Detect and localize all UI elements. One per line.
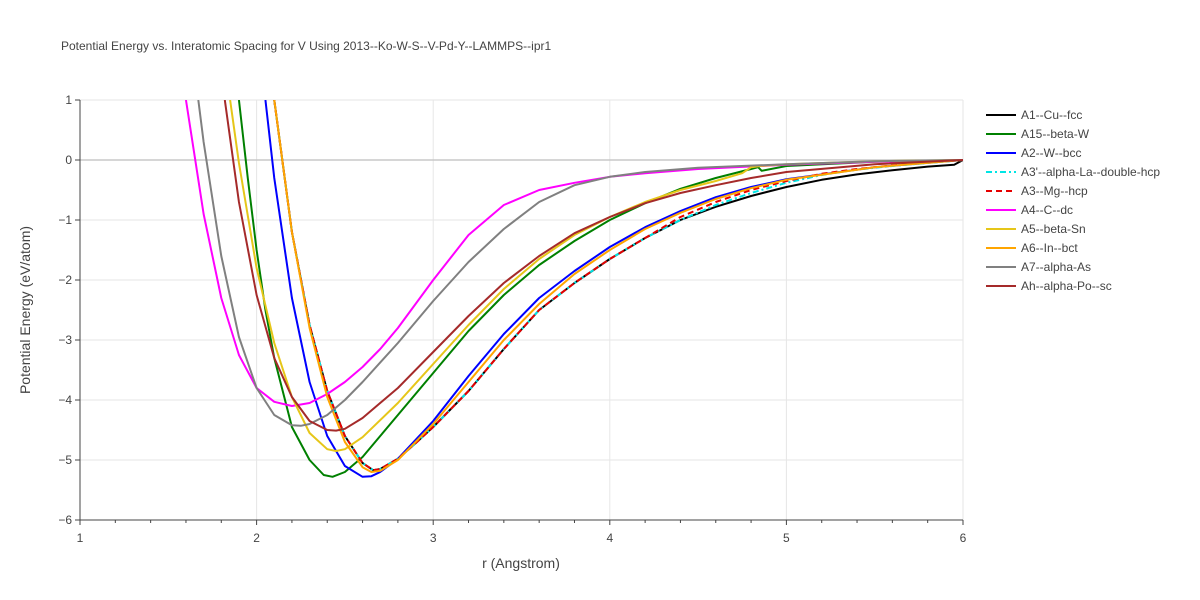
legend-label: A3--Mg--hcp [1021,184,1088,198]
series-line-a6-in-bct [273,100,963,473]
series-line-ah-alpha-po-sc [223,100,963,432]
legend-item[interactable]: A15--beta-W [986,127,1090,141]
series-line-a3-alpha-la-double-hcp [273,100,963,472]
axes: 1 2 3 4 5 6 1 0 −1 −2 −3 −4 −5 −6 [58,93,966,545]
y-tick-label: −6 [58,513,72,527]
legend-label: Ah--alpha-Po--sc [1021,279,1112,293]
series-line-a2-w-bcc [264,100,963,478]
x-tick-label: 6 [960,531,967,545]
legend-label: A2--W--bcc [1021,146,1081,160]
legend-item[interactable]: A6--In--bct [986,241,1078,255]
legend-label: A15--beta-W [1021,127,1090,141]
y-tick-label: 1 [65,93,72,107]
y-tick-label: −3 [58,333,72,347]
legend-label: A7--alpha-As [1021,260,1091,274]
series-lines [184,100,963,478]
series-line-a15-beta-w [237,100,963,478]
x-tick-label: 2 [253,531,260,545]
x-tick-label: 1 [77,531,84,545]
series-line-a1-cu-fcc [273,100,963,472]
legend-item[interactable]: A5--beta-Sn [986,222,1086,236]
x-tick-label: 3 [430,531,437,545]
legend-item[interactable]: A4--C--dc [986,203,1073,217]
y-tick-label: −4 [58,393,72,407]
legend-label: A3'--alpha-La--double-hcp [1021,165,1160,179]
y-tick-label: −5 [58,453,72,467]
series-line-a7-alpha-as [197,100,963,427]
legend-label: A6--In--bct [1021,241,1078,255]
legend-item[interactable]: A3--Mg--hcp [986,184,1088,198]
legend-item[interactable]: A1--Cu--fcc [986,108,1082,122]
legend-label: A5--beta-Sn [1021,222,1086,236]
y-tick-label: 0 [65,153,72,167]
legend[interactable]: A1--Cu--fcc A15--beta-W A2--W--bcc A3'--alp… [986,108,1160,293]
legend-item[interactable]: A3'--alpha-La--double-hcp [986,165,1160,179]
y-axis-title: Potential Energy (eV/atom) [17,226,33,394]
y-tick-label: −2 [58,273,72,287]
y-tick-label: −1 [58,213,72,227]
series-line-a4-c-dc [184,100,963,407]
legend-item[interactable]: Ah--alpha-Po--sc [986,279,1112,293]
x-axis-title: r (Angstrom) [482,555,560,571]
chart-title: Potential Energy vs. Interatomic Spacing… [61,39,552,53]
legend-label: A1--Cu--fcc [1021,108,1082,122]
x-tick-label: 4 [606,531,613,545]
legend-item[interactable]: A7--alpha-As [986,260,1091,274]
legend-item[interactable]: A2--W--bcc [986,146,1081,160]
x-tick-label: 5 [783,531,790,545]
series-line-a3-mg-hcp [273,100,963,472]
legend-label: A4--C--dc [1021,203,1073,217]
series-line-a5-beta-sn [229,100,963,452]
